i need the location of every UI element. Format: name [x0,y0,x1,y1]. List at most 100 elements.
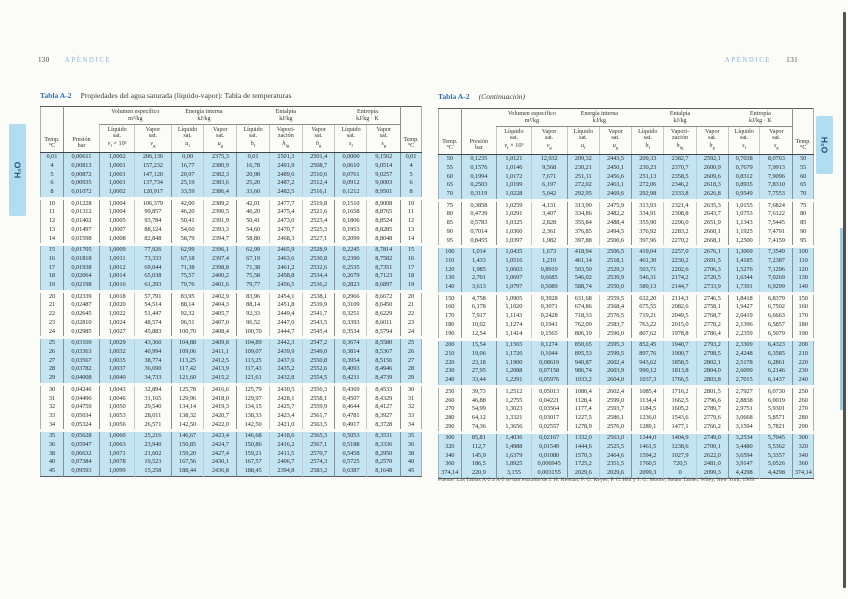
cell: 0,3109 [334,301,367,311]
table-row: 25 0,03169 1,0029 43,360 104,88 2409,8 104,89 2… [40,336,422,348]
saturated-water-table-right: Temp. °C Presión bar Volumen específico m³/kg… [438,108,814,479]
cell: 2230,2 [663,256,697,266]
column-header: Entalpía kJ/kg [236,106,335,126]
cell: 134,15 [236,403,270,412]
cell: 2270,2 [663,236,697,247]
water-tab-label-right: H₂O [819,136,830,154]
table-row: 29 0,04008 1,0040 34,733 121,60 2415,2 121,61 2… [40,374,422,385]
table-row: 10 0,01228 1,0004 106,379 42,00 2389,2 42,01 24… [40,196,422,209]
cell: 1900,7 [663,349,697,359]
cell: 1,0001 [99,179,135,189]
table-row: 60 0,1994 1,0172 7,671 251,11 2456,6 251,13 235… [438,172,814,182]
cell: 8,3336 [366,441,401,450]
cell: 40 [40,458,64,468]
table-caption-left: Tabla A-2 Propiedades del agua saturada (… [40,91,291,100]
cell: 25,216 [134,429,172,442]
column-header: Vapori-zación hfg [663,126,697,156]
cell: 3,4480 [727,443,760,452]
cell: 30 [40,382,64,395]
cell: 2599,5 [598,349,632,359]
cell: 2174,2 [663,274,697,284]
cell: 589,13 [631,283,664,294]
cell: 397,96 [631,236,664,247]
cell: 2407,0 [203,318,237,328]
cell: 2427,4 [203,449,237,459]
table-row: 15 0,01705 1,0009 77,926 62,99 2396,1 62,99 246… [40,243,422,255]
cell: 112,7 [460,443,497,452]
cell: 0,5458 [334,449,367,459]
cell: 675,55 [631,303,664,313]
cell: 1,0121 [496,154,532,164]
table-row: 30 0,04246 1,0043 32,894 125,78 2416,6 125,79 2… [40,382,422,395]
cell: 0,4781 [334,411,367,421]
cell: 240 [438,376,461,387]
cell: 0,02167 [530,431,568,444]
cell: 272,06 [631,181,664,191]
cell: 1,0022 [99,310,135,319]
cell: 6,197 [530,181,568,191]
cell: 2558,1 [301,394,335,404]
cell: 1037,3 [631,376,664,387]
cell: 546,31 [631,274,664,284]
cell: 2389,2 [203,196,237,209]
cell: 2706,3 [695,265,729,275]
cell: 110 [792,256,814,266]
table-row: 70 0,3119 1,0228 5,042 292,95 2469,6 292,98 233… [438,190,814,201]
cell: 19 [400,281,422,292]
cell: 2758,1 [695,303,729,313]
cell: 360 [438,460,461,470]
cell: 100,70 [170,327,204,338]
cell: 18 [400,272,422,282]
cell: 104,89 [236,336,270,348]
cell: 2766,2 [695,422,729,433]
table-row: 31 0,04496 1,0046 31,165 129,96 2418,0 129,97 2… [41,394,422,404]
cell: 2586,1 [598,413,632,423]
cell: 23 [400,318,422,328]
cell: 5,3357 [759,451,793,461]
cell: 2351,5 [598,460,632,470]
cell: 2749,0 [695,431,729,444]
cell: 1,0753 [727,210,760,220]
cell: 0,3251 [334,310,367,319]
cell: 8,2950 [366,449,401,459]
cell: 719,21 [631,312,664,321]
cell: 25 [400,336,422,348]
cell: 2576,0 [598,422,632,433]
cell: 2029,6 [598,469,632,479]
cell: 23 [48,318,56,326]
cell: 334,86 [566,210,600,220]
cell: 88,14 [236,301,270,311]
cell: 138,32 [170,411,204,421]
table-row: 23 0,02810 1,0024 48,574 96,51 2407,0 96,52 244… [41,318,422,328]
column-header: Vapor sat. hg [695,126,729,156]
cell: 0,3814 [334,347,367,357]
table-row: 374,14 220,9 3,155 0,003155 2029,6 2029,6 2099… [438,469,814,479]
cell: 28 [40,365,64,375]
cell: 2394,8 [268,467,303,477]
cell: 1,0043 [99,382,135,395]
cell: 1,1565 [496,338,532,350]
cell: 2583,7 [598,320,632,330]
cell: 0,01598 [62,234,100,245]
cell: 88,124 [134,225,172,235]
cell: 2454,1 [268,289,303,302]
cell: 2437,6 [268,356,303,366]
cell: 588,74 [566,283,600,294]
cell: 806,19 [566,329,600,340]
cell: 170 [792,312,814,321]
cell: 9,1562 [366,152,401,162]
column-header: Líquido sat. uf [566,126,600,156]
cell: 292,95 [566,190,600,201]
cell: 2602,4 [598,384,632,397]
cell: 1,0056 [99,420,135,431]
cell: 2804,0 [695,367,729,377]
cell: 3,155 [496,469,532,479]
table-row: 4 0,00813 1,0001 157,232 16,77 2380,9 16,78 249… [40,161,422,171]
cell: 8,6011 [366,318,401,328]
cell: 120 [438,265,461,275]
cell: 0,03782 [62,365,100,375]
cell: 3,0668 [727,413,760,423]
column-header: Vapor sat. ug [203,124,237,154]
cell: 0,01080 [530,451,568,461]
table-row: 85 0,5783 1,0325 2,828 355,84 2488,4 355,90 229… [439,219,814,228]
